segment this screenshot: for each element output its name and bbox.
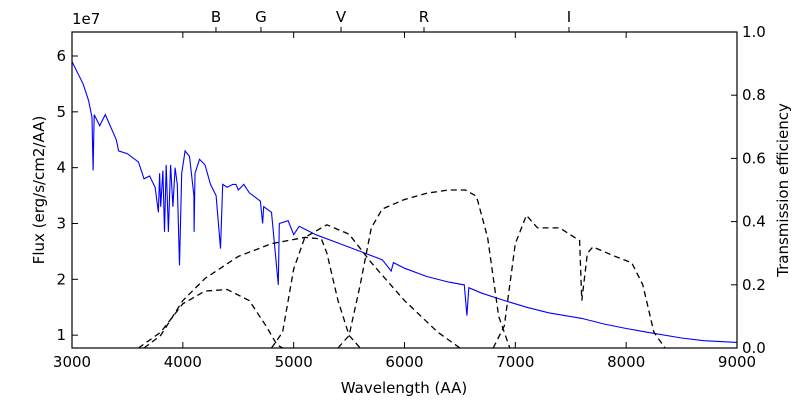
y-offset-text: 1e7 [72, 10, 100, 28]
y2-tick-label: 0.2 [742, 276, 766, 294]
x-tick-label: 4000 [164, 353, 202, 371]
x-tick-label: 3000 [53, 353, 91, 371]
x-tick-label: 5000 [275, 353, 313, 371]
y-axis-label: Flux (erg/s/cm2/AA) [30, 116, 48, 265]
y-tick-label: 1 [56, 326, 66, 344]
y-tick-label: 3 [56, 214, 66, 232]
series-line [270, 224, 461, 348]
x-axis-label: Wavelength (AA) [341, 379, 467, 397]
series-line [138, 288, 283, 348]
plot-frame [71, 31, 738, 349]
y2-axis-label: Transmission efficiency [774, 103, 792, 278]
y2-tick-label: 0.0 [742, 339, 766, 357]
series-line [143, 236, 361, 348]
y2-tick-label: 0.8 [742, 86, 766, 104]
x-tick-label: 8000 [607, 353, 645, 371]
y2-tick-label: 0.6 [742, 149, 766, 167]
series-line [337, 189, 511, 348]
x-tick-label: 9000 [718, 353, 756, 371]
x2-tick-label: B [211, 8, 221, 26]
x2-tick-label: G [255, 8, 267, 26]
series-line [72, 61, 737, 343]
x2-tick-label: I [567, 8, 571, 26]
y-tick-label: 5 [56, 103, 66, 121]
y-tick-label: 4 [56, 159, 66, 177]
series-line [492, 214, 666, 348]
y-tick-label: 2 [56, 270, 66, 288]
x-tick-label: 6000 [385, 353, 423, 371]
y2-tick-label: 0.4 [742, 213, 766, 231]
x2-tick-label: V [336, 8, 347, 26]
x-tick-label: 7000 [496, 353, 534, 371]
y-tick-label: 6 [56, 47, 66, 65]
x2-tick-label: R [419, 8, 429, 26]
y2-tick-label: 1.0 [742, 23, 766, 41]
